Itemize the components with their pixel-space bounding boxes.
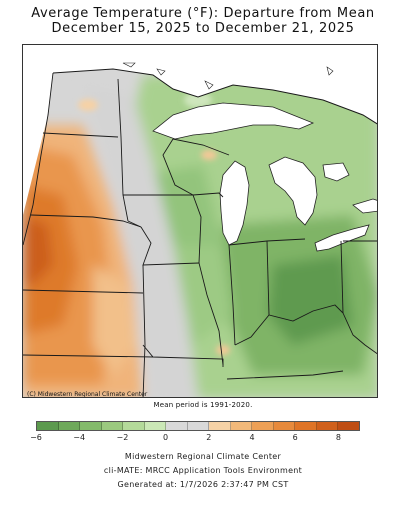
legend-tick-label: 8 <box>335 433 341 442</box>
legend-swatch <box>209 422 231 430</box>
legend-swatch <box>230 422 253 430</box>
great-lakes <box>152 102 377 252</box>
map-panel: (C) Midwestern Regional Climate Center <box>22 44 378 398</box>
legend-swatch <box>123 422 145 430</box>
legend-swatch <box>273 422 296 430</box>
legend-swatch <box>316 422 339 430</box>
legend-tick-label: −6 <box>30 433 42 442</box>
footer-line1: Midwestern Regional Climate Center <box>124 452 282 461</box>
legend-swatch <box>58 422 81 430</box>
legend-tick-label: 2 <box>206 433 212 442</box>
legend-swatch <box>166 422 188 430</box>
map-credit: (C) Midwestern Regional Climate Center <box>27 391 148 398</box>
legend-tick-labels: −6 −4 −2 0 2 4 6 8 <box>30 433 360 445</box>
legend-swatch <box>80 422 102 430</box>
footer-line2: cli-MATE: MRCC Application Tools Environ… <box>103 466 303 475</box>
legend-tick-label: −2 <box>116 433 129 442</box>
mean-period-note: Mean period is 1991-2020. <box>153 401 253 409</box>
map-title-line1: Average Temperature (°F): Departure from… <box>31 6 375 21</box>
temperature-departure-map: (C) Midwestern Regional Climate Center <box>23 45 377 398</box>
map-title: Average Temperature (°F): Departure from… <box>0 6 406 36</box>
legend-swatch <box>252 422 274 430</box>
legend-tick-label: 6 <box>292 433 298 442</box>
footer-line3: Generated at: 1/7/2026 2:37:47 PM CST <box>117 480 289 489</box>
legend-colorbar <box>36 421 360 431</box>
legend-tick-label: 4 <box>249 433 255 442</box>
legend-swatch <box>338 422 359 430</box>
legend-swatch <box>37 422 59 430</box>
legend-swatch <box>295 422 317 430</box>
legend-tick-label: 0 <box>163 433 169 442</box>
map-title-line2: December 15, 2025 to December 21, 2025 <box>51 21 355 36</box>
legend-swatch <box>187 422 210 430</box>
legend-swatch <box>101 422 124 430</box>
legend-swatch <box>144 422 167 430</box>
state-borders <box>23 68 377 397</box>
legend-tick-label: −4 <box>73 433 86 442</box>
